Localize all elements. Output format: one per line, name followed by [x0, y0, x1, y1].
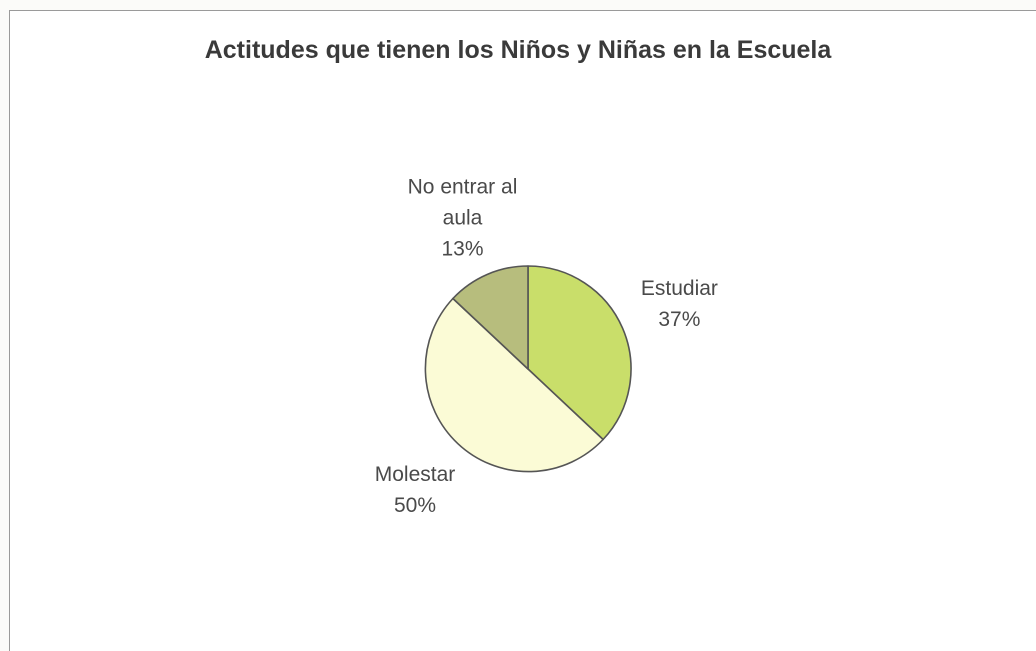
slice-label-molestar: Molestar 50% [375, 463, 456, 517]
chart-title: Actitudes que tienen los Niños y Niñas e… [204, 36, 832, 64]
slice-name-estudiar: Estudiar [641, 277, 718, 300]
slice-percent-no-entrar-al-aula: 13% [441, 238, 483, 261]
pie-slice-estudiar [527, 265, 632, 441]
pie-labels: Estudiar 37% Molestar 50% No entrar al aula 13… [375, 176, 718, 517]
slice-name-no-entrar-al-aula: aula [443, 207, 483, 230]
slice-label-no-entrar-al-aula: No entrar al aula 13% [408, 176, 518, 261]
slice-name-no-entrar-al-aula: No entrar al [408, 176, 518, 199]
pie-slice-molestar [424, 297, 604, 473]
slice-label-estudiar: Estudiar 37% [641, 277, 718, 331]
slice-percent-estudiar: 37% [658, 308, 700, 331]
pie-slice-no-entrar-al-aula [452, 265, 529, 370]
slice-name-molestar: Molestar [375, 463, 456, 486]
pie-slices [424, 265, 632, 473]
slice-percent-molestar: 50% [394, 494, 436, 517]
